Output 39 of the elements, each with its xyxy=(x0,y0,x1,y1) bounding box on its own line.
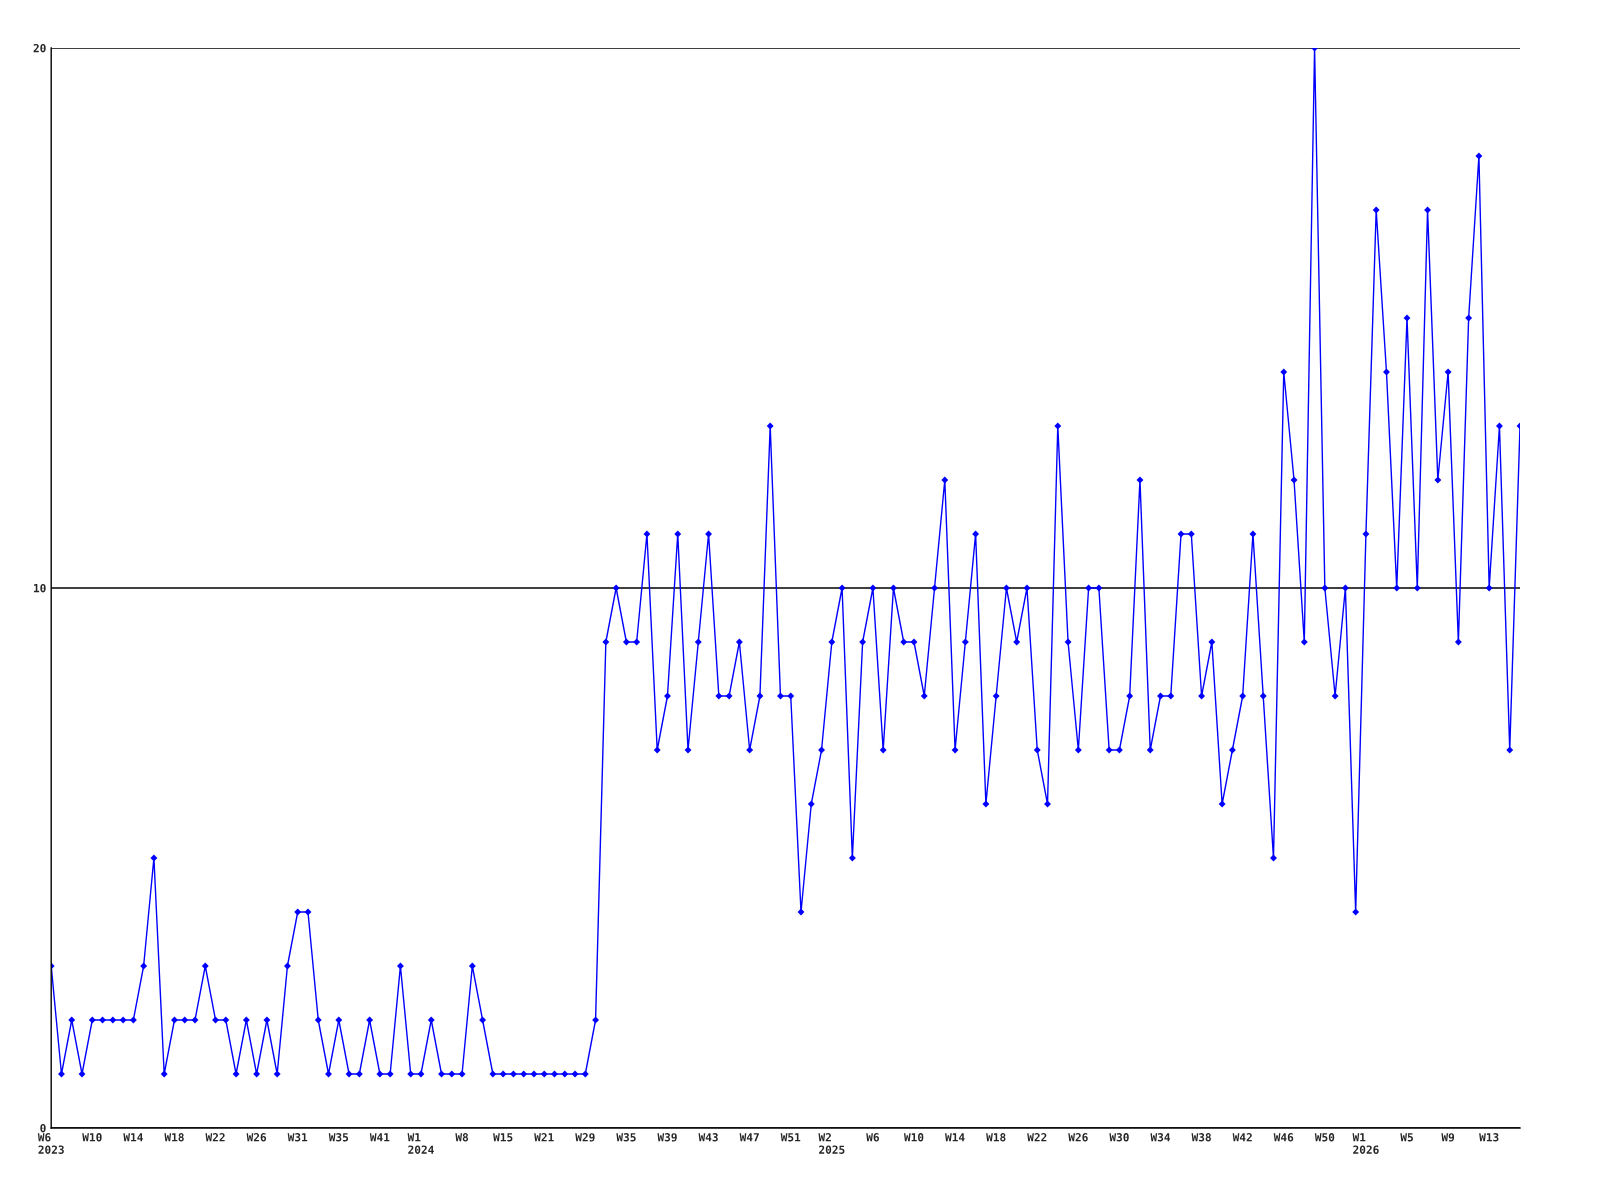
x-tick-label: W9 xyxy=(1441,1133,1455,1142)
x-tick-label: W26 xyxy=(1068,1133,1088,1142)
y-tick-label: 20 xyxy=(33,43,46,53)
y-tick-label: 0 xyxy=(40,1123,46,1133)
x-tick-label: W22 xyxy=(1027,1133,1047,1142)
x-tick-label: W1 2026 xyxy=(1352,1133,1379,1154)
x-tick-label: W35 xyxy=(328,1133,349,1142)
x-tick-label: W35 xyxy=(616,1133,636,1142)
x-tick-label: W18 xyxy=(986,1133,1006,1142)
x-tick-label: W22 xyxy=(205,1133,225,1142)
x-tick-label: W47 xyxy=(739,1133,759,1142)
y-tick-label: 10 xyxy=(33,583,46,593)
x-tick-label: W43 xyxy=(698,1133,718,1142)
x-tick-label: W5 xyxy=(1400,1133,1413,1142)
x-tick-label: W38 xyxy=(1191,1133,1211,1142)
x-tick-label: W34 xyxy=(1150,1133,1171,1142)
x-tick-label: W14 xyxy=(945,1133,965,1142)
x-tick-label: W13 xyxy=(1479,1133,1499,1142)
x-tick-label: W46 xyxy=(1273,1133,1294,1142)
x-tick-label: W50 xyxy=(1314,1133,1335,1142)
x-tick-label: W18 xyxy=(164,1133,184,1142)
x-tick-label: W42 xyxy=(1232,1133,1252,1142)
x-tick-label: W41 xyxy=(369,1133,390,1142)
x-tick-label: W8 xyxy=(455,1133,469,1142)
x-tick-label: W26 xyxy=(246,1133,267,1142)
x-tick-label: W39 xyxy=(657,1133,677,1142)
x-tick-label: W29 xyxy=(575,1133,595,1142)
x-tick-label: W1 2024 xyxy=(407,1133,434,1154)
x-tick-label: W30 xyxy=(1109,1133,1129,1142)
x-tick-label: W31 xyxy=(287,1133,308,1142)
x-tick-label: W51 xyxy=(780,1133,801,1142)
x-tick-label: W10 xyxy=(82,1133,102,1142)
x-tick-label: W14 xyxy=(123,1133,143,1142)
x-tick-label: W2 2025 xyxy=(818,1133,845,1154)
x-tick-label: W10 xyxy=(903,1133,924,1142)
x-tick-label: W21 xyxy=(534,1133,554,1142)
x-tick-label: W6 xyxy=(866,1133,879,1142)
x-tick-label: W6 2023 xyxy=(37,1133,64,1154)
x-tick-label: W15 xyxy=(493,1133,513,1142)
